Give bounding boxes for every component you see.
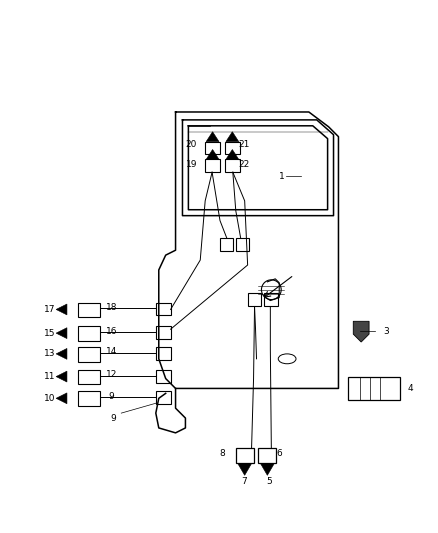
Bar	[78, 303, 99, 317]
Text: 20: 20	[186, 140, 197, 149]
Text: 9: 9	[110, 414, 116, 423]
Text: 16: 16	[106, 327, 117, 336]
Polygon shape	[56, 349, 67, 359]
Bar	[258, 448, 276, 464]
Text: 13: 13	[44, 349, 56, 358]
Text: 21: 21	[238, 140, 249, 149]
Polygon shape	[238, 464, 251, 475]
Bar	[348, 377, 400, 400]
Text: 8: 8	[219, 449, 225, 458]
Bar	[205, 142, 220, 155]
Polygon shape	[226, 132, 239, 142]
Bar	[156, 370, 171, 383]
Bar	[156, 347, 171, 360]
Bar	[156, 303, 171, 316]
Text: 1: 1	[279, 172, 285, 181]
Bar	[247, 293, 261, 306]
Text: 19: 19	[186, 160, 197, 169]
Text: 18: 18	[106, 303, 117, 312]
Polygon shape	[56, 328, 67, 338]
Text: 4: 4	[408, 384, 413, 393]
Bar	[225, 159, 240, 172]
Bar	[78, 326, 99, 341]
Polygon shape	[56, 371, 67, 382]
Bar	[225, 142, 240, 155]
Bar	[236, 238, 249, 251]
Bar	[205, 159, 220, 172]
Polygon shape	[226, 149, 239, 159]
Polygon shape	[206, 132, 219, 142]
Bar	[265, 293, 278, 306]
Text: 22: 22	[238, 160, 249, 169]
Polygon shape	[206, 149, 219, 159]
Bar	[236, 448, 254, 464]
Polygon shape	[261, 464, 274, 475]
Bar	[156, 391, 171, 404]
Polygon shape	[56, 393, 67, 403]
Bar	[220, 238, 233, 251]
Text: 9: 9	[109, 392, 114, 401]
Text: 17: 17	[44, 305, 56, 314]
Text: 5: 5	[266, 477, 272, 486]
Text: 6: 6	[276, 449, 282, 458]
Text: 11: 11	[44, 372, 56, 381]
Text: 12: 12	[106, 370, 117, 379]
Text: 14: 14	[106, 348, 117, 357]
Text: 10: 10	[44, 394, 56, 403]
Bar	[78, 391, 99, 406]
Polygon shape	[353, 321, 369, 342]
Text: 15: 15	[44, 329, 56, 337]
Polygon shape	[56, 304, 67, 315]
Bar	[156, 326, 171, 339]
Text: 3: 3	[383, 327, 389, 336]
Bar	[78, 347, 99, 362]
Text: 7: 7	[241, 477, 247, 486]
Bar	[78, 370, 99, 384]
